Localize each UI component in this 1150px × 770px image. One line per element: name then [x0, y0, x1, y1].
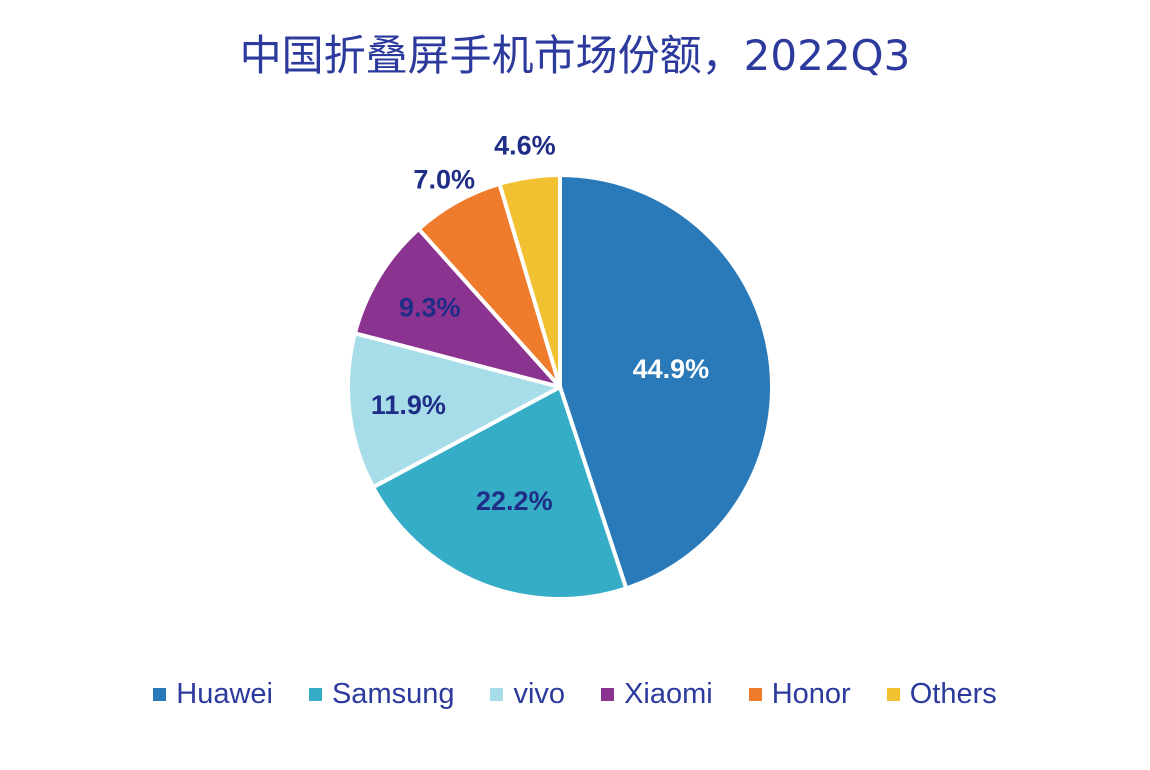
legend-swatch-xiaomi: [601, 688, 615, 701]
legend-swatch-samsung: [308, 688, 322, 701]
legend-item-huawei: Huawei: [153, 678, 273, 711]
legend-label-honor: Honor: [771, 678, 851, 710]
legend-swatch-vivo: [490, 688, 504, 701]
data-label-others: 4.6%: [494, 131, 556, 161]
pie-slice-xiaomi: [352, 226, 562, 389]
pie-slice-vivo: [346, 331, 562, 490]
data-label-samsung: 22.2%: [476, 486, 553, 516]
data-label-honor: 7.0%: [413, 165, 475, 195]
legend-item-samsung: Samsung: [308, 678, 455, 711]
chart-title: 中国折叠屏手机市场份额，2022Q3: [239, 31, 911, 80]
legend-label-samsung: Samsung: [331, 678, 455, 710]
legend: Huawei Samsung vivo Xiaomi Honor Others: [0, 678, 1150, 711]
pie-slice-samsung: [371, 385, 629, 601]
legend-item-xiaomi: Xiaomi: [601, 678, 713, 711]
legend-item-others: Others: [886, 678, 997, 711]
data-label-huawei: 44.9%: [633, 354, 710, 384]
legend-label-xiaomi: Xiaomi: [624, 678, 713, 710]
legend-item-honor: Honor: [748, 678, 851, 711]
legend-swatch-huawei: [153, 688, 167, 701]
legend-swatch-others: [886, 688, 900, 701]
data-label-vivo: 11.9%: [371, 390, 446, 420]
pie-slice-huawei: [558, 173, 775, 591]
legend-label-huawei: Huawei: [176, 678, 273, 710]
legend-label-others: Others: [909, 678, 997, 710]
legend-item-vivo: vivo: [490, 678, 565, 711]
legend-label-vivo: vivo: [513, 678, 566, 710]
pie-slice-others: [497, 173, 562, 389]
data-label-xiaomi: 9.3%: [399, 292, 461, 322]
legend-swatch-honor: [748, 688, 762, 701]
